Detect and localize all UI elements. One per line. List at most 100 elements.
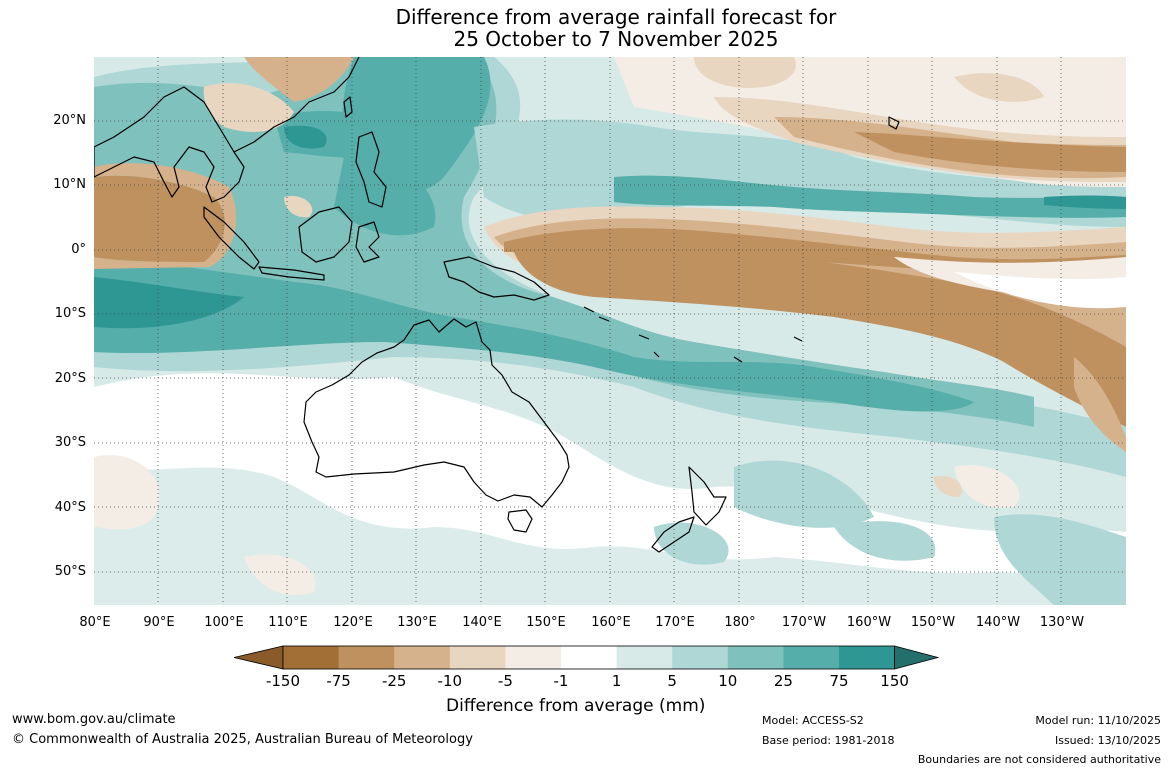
lat-label: 50°S — [54, 564, 86, 579]
colorbar-segment — [839, 646, 896, 669]
lon-label: 110°E — [268, 615, 308, 630]
mainland-asia-coastline — [94, 86, 245, 203]
colorbar-low-extend — [234, 645, 284, 670]
colorbar-segment — [338, 646, 395, 669]
lon-label: 150°E — [526, 615, 566, 630]
lon-label: 170°W — [781, 615, 827, 630]
graticule — [94, 57, 1126, 605]
lon-label: 100°E — [204, 615, 244, 630]
colorbar-segment — [783, 646, 840, 669]
lon-label: 160°E — [591, 615, 631, 630]
lat-label: 0° — [71, 242, 86, 257]
java-coastline — [258, 266, 325, 281]
anomaly-region — [94, 277, 244, 329]
lon-label: 130°W — [1039, 615, 1085, 630]
lat-label: 20°S — [54, 371, 86, 386]
colorbar-tick-label: -10 — [437, 672, 463, 690]
colorbar-tick-label: -25 — [381, 672, 407, 690]
map-title-line1: Difference from average rainfall forecas… — [395, 5, 837, 29]
disclaimer-text: Boundaries are not considered authoritat… — [917, 753, 1161, 766]
lon-label: 180° — [724, 615, 756, 630]
model-text: Model: ACCESS-S2 — [762, 714, 864, 727]
colorbar-tick-label: 1 — [611, 672, 622, 690]
colorbar-tick-label: -5 — [497, 672, 513, 690]
colorbar-tick-label: 25 — [773, 672, 793, 690]
hawaii-coastline — [888, 116, 900, 130]
lon-label: 150°W — [910, 615, 956, 630]
coastlines — [94, 57, 900, 553]
anomaly-region — [94, 175, 225, 262]
model-run-text: Model run: 11/10/2025 — [1035, 714, 1161, 727]
anomaly-region — [244, 57, 354, 102]
sumatra-coastline — [203, 206, 260, 270]
lat-label: 10°S — [54, 306, 86, 321]
lat-label: 40°S — [54, 500, 86, 515]
colorbar-tick-label: 10 — [718, 672, 738, 690]
anomaly-region — [342, 57, 491, 192]
colorbar-high-extend — [894, 645, 939, 670]
colorbar-axis-label: Difference from average (mm) — [446, 696, 706, 716]
new-zealand-north-island — [688, 466, 727, 526]
anomaly-region — [614, 175, 1126, 218]
colorbar-tick-label: 5 — [667, 672, 677, 690]
anomaly-region — [284, 125, 327, 149]
colorbar-tick-label: 75 — [829, 672, 849, 690]
colorbar-segment — [561, 646, 618, 669]
anomaly-region — [203, 83, 294, 132]
lon-label: 170°E — [655, 615, 695, 630]
anomaly-region — [244, 554, 316, 596]
anomaly-region — [284, 196, 313, 218]
anomaly-region — [94, 257, 974, 412]
pacific-islands — [583, 306, 803, 363]
website-text: www.bom.gov.au/climate — [12, 712, 176, 727]
colorbar-tick-label: -75 — [326, 672, 351, 690]
lon-label: 80°E — [79, 615, 111, 630]
colorbar-segment — [616, 646, 673, 669]
anomaly-region — [94, 163, 237, 269]
anomaly-region — [514, 245, 1126, 427]
tasmania-coastline — [507, 509, 533, 533]
philippines-coastline — [355, 131, 387, 208]
lon-label: 130°E — [397, 615, 437, 630]
anomaly-region — [654, 522, 729, 565]
colorbar-tick-label: 150 — [880, 672, 909, 690]
anomaly-region — [94, 467, 1126, 605]
colorbar-segment — [449, 646, 506, 669]
rainfall-anomaly-map — [94, 57, 1126, 605]
anomaly-region — [1044, 195, 1126, 209]
new-guinea-coastline — [443, 256, 550, 301]
map-title-line2: 25 October to 7 November 2025 — [453, 27, 779, 51]
new-zealand-south-island — [651, 516, 695, 553]
colorbar-tick-label: -150 — [265, 672, 301, 690]
anomaly-region — [94, 386, 146, 423]
borneo-coastline — [298, 206, 353, 263]
colorbar-tick-label: -1 — [553, 672, 569, 690]
colorbar-segment — [394, 646, 451, 669]
colorbar-frame — [282, 645, 895, 670]
lon-label: 160°W — [846, 615, 892, 630]
anomaly-region — [94, 455, 160, 530]
colorbar-segment — [283, 646, 340, 669]
lon-label: 90°E — [143, 615, 175, 630]
lat-label: 20°N — [53, 113, 86, 128]
issued-text: Issued: 13/10/2025 — [1054, 734, 1161, 747]
anomaly-region — [694, 57, 796, 88]
sulawesi-coastline — [355, 221, 380, 263]
anomaly-region — [954, 73, 1044, 102]
colorbar-segment — [727, 646, 784, 669]
china-coastline — [233, 57, 360, 153]
colorbar — [234, 645, 939, 670]
colorbar-segment — [672, 646, 729, 669]
lon-label: 120°E — [333, 615, 373, 630]
anomaly-region — [854, 132, 1126, 172]
anomaly-region — [934, 476, 963, 497]
anomaly-region — [734, 460, 874, 528]
anomaly-region — [834, 521, 936, 561]
anomaly-region — [954, 465, 1020, 508]
lon-label: 140°W — [975, 615, 1021, 630]
copyright-text: © Commonwealth of Australia 2025, Austra… — [12, 732, 473, 747]
lat-label: 10°N — [53, 177, 86, 192]
colorbar-segment — [505, 646, 562, 669]
anomaly-region — [1074, 357, 1126, 452]
australia-coastline — [303, 318, 570, 508]
